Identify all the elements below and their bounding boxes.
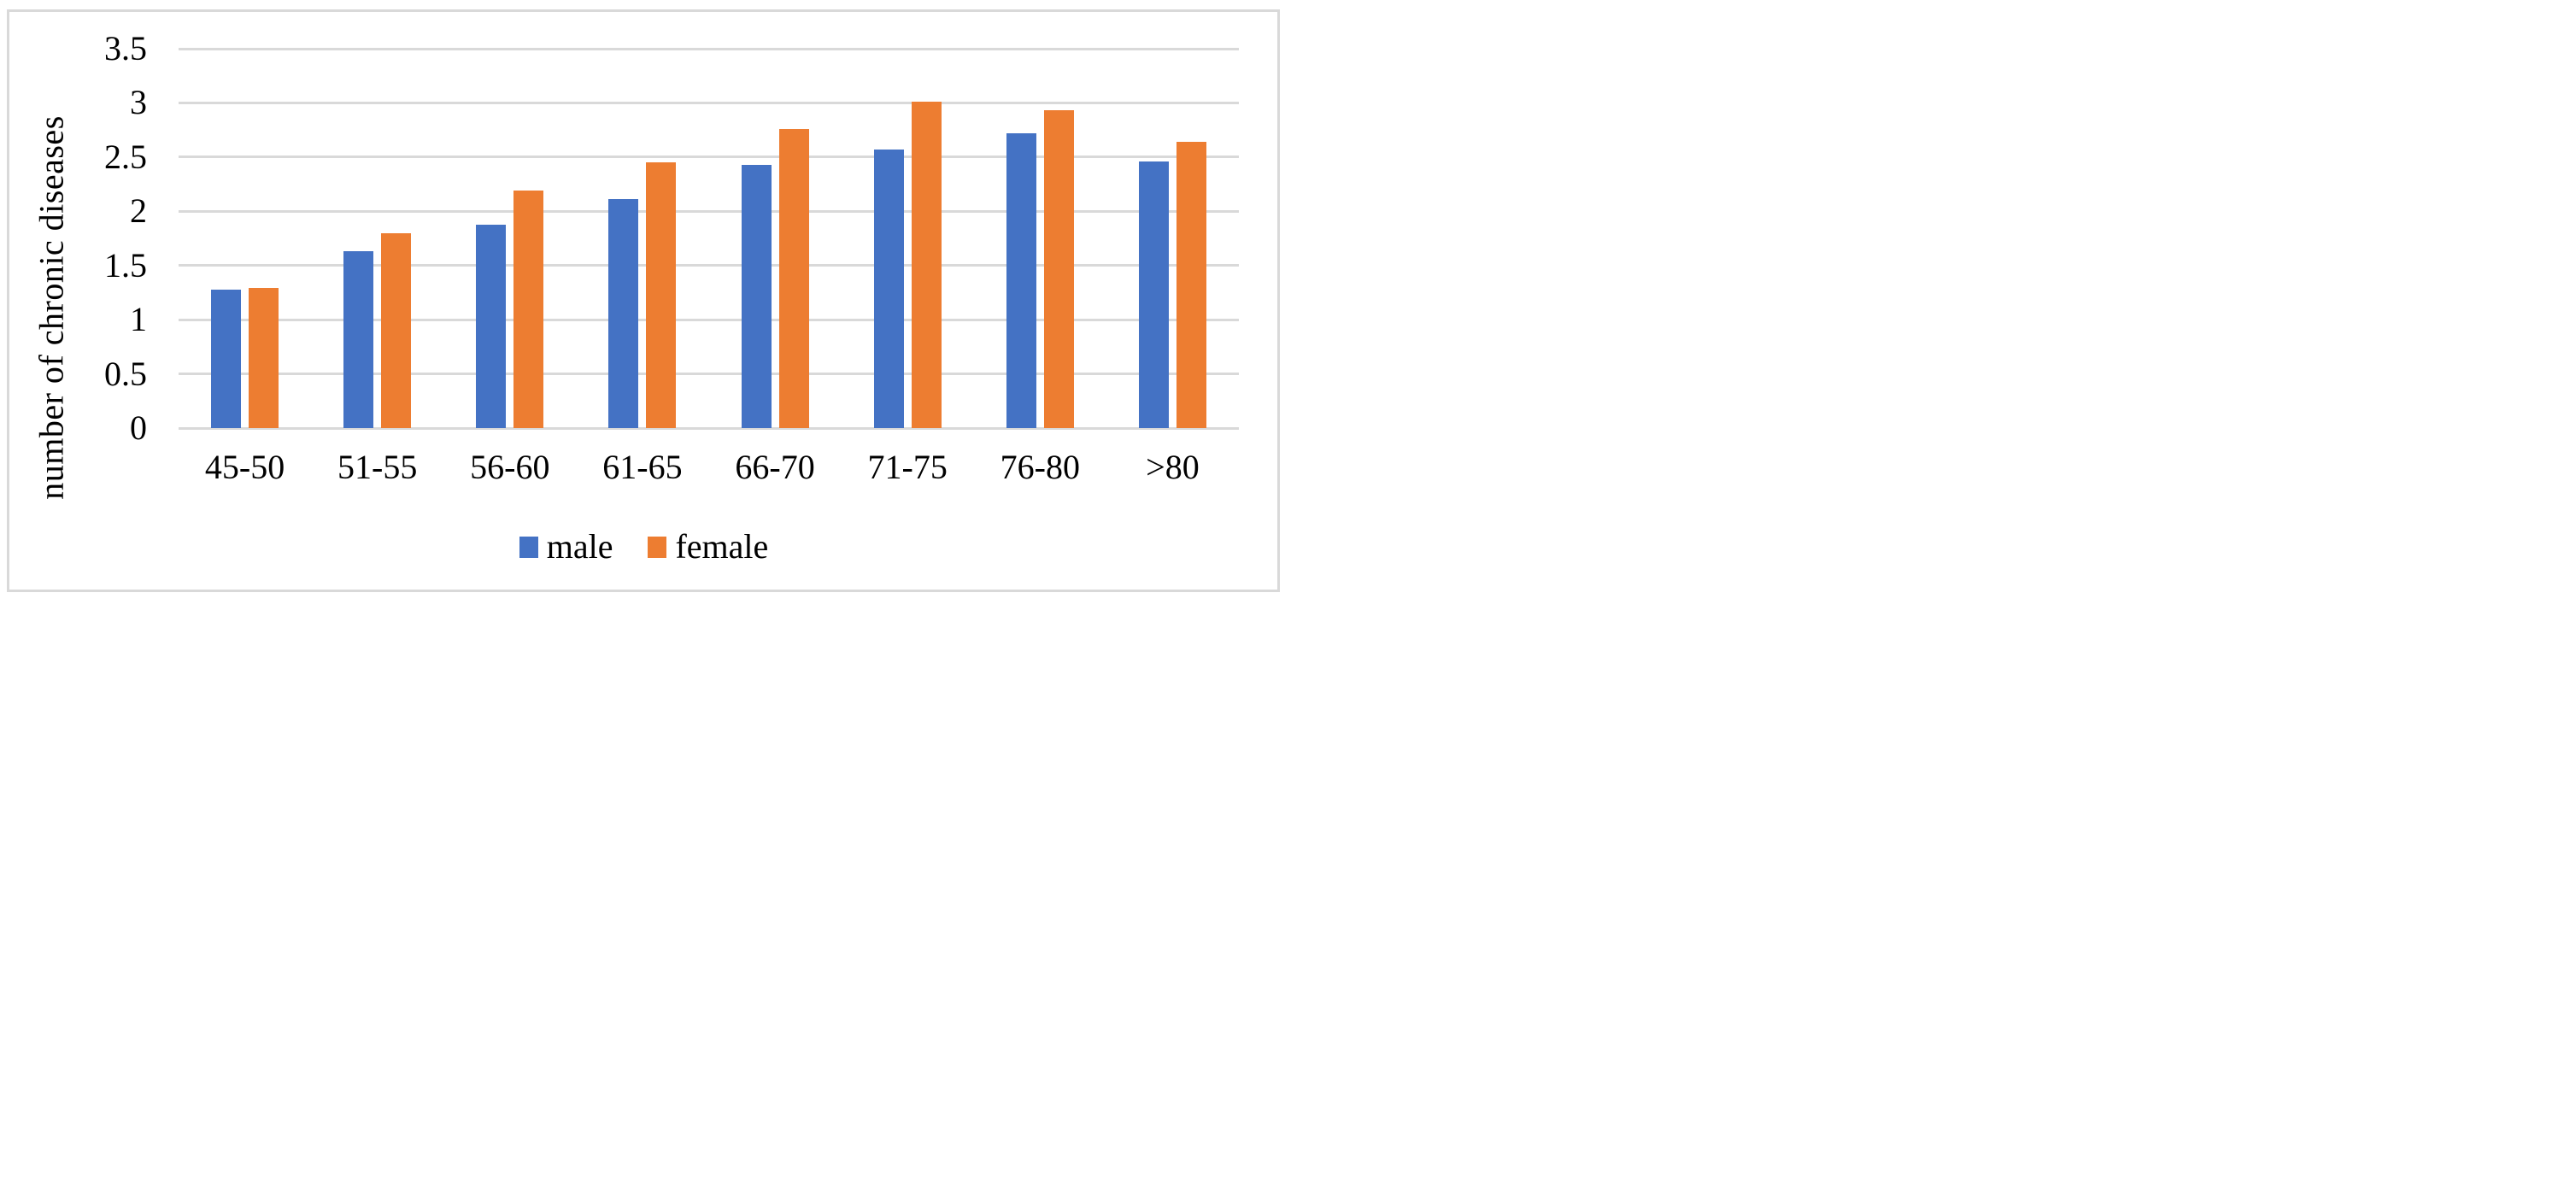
legend-label-male: male bbox=[546, 527, 613, 566]
plot-area bbox=[179, 47, 1239, 430]
bar-male-71-75 bbox=[873, 149, 904, 428]
bar-male-45-50 bbox=[211, 289, 242, 428]
bar-female-76-80 bbox=[1043, 110, 1074, 428]
bar-group-56-60 bbox=[443, 49, 576, 428]
x-tick-label->80: >80 bbox=[1146, 448, 1200, 486]
bar-pair-61-65 bbox=[576, 49, 708, 428]
x-tick-label-51-55: 51-55 bbox=[337, 448, 418, 486]
gridline-3.5 bbox=[179, 47, 1239, 50]
bar-pair-71-75 bbox=[842, 49, 974, 428]
x-tick-label-61-65: 61-65 bbox=[602, 448, 683, 486]
male-series-swatch bbox=[519, 536, 538, 558]
gridline-0 bbox=[179, 426, 1239, 430]
y-tick-label-3.5: 3.5 bbox=[104, 29, 147, 67]
bar-pair-45-50 bbox=[179, 49, 311, 428]
x-tick-label-66-70: 66-70 bbox=[735, 448, 815, 486]
gridline-3 bbox=[179, 101, 1239, 104]
legend-item-male: male bbox=[519, 528, 613, 566]
x-tick-label-76-80: 76-80 bbox=[1000, 448, 1080, 486]
female-series-swatch bbox=[648, 536, 667, 558]
bar-male->80 bbox=[1138, 161, 1169, 428]
bar-female-71-75 bbox=[911, 102, 942, 428]
x-tick-label-71-75: 71-75 bbox=[867, 448, 948, 486]
bar-pair-56-60 bbox=[443, 49, 576, 428]
bar-group-71-75 bbox=[842, 49, 974, 428]
bar-group->80 bbox=[1106, 49, 1239, 428]
bar-female->80 bbox=[1176, 142, 1206, 428]
bar-pair->80 bbox=[1106, 49, 1239, 428]
bar-slots bbox=[179, 49, 1239, 428]
x-tick-label-56-60: 56-60 bbox=[470, 448, 550, 486]
gridline-0.5 bbox=[179, 373, 1239, 376]
bar-female-66-70 bbox=[778, 128, 809, 428]
bar-male-51-55 bbox=[343, 251, 374, 428]
bar-group-61-65 bbox=[576, 49, 708, 428]
y-tick-label-0.5: 0.5 bbox=[104, 354, 147, 393]
x-axis-tick-labels: 45-50 51-55 56-60 61-65 66-70 71-75 76-80 >80 bbox=[179, 444, 1239, 490]
gridline-1.5 bbox=[179, 264, 1239, 267]
y-tick-label-3: 3 bbox=[130, 83, 147, 122]
legend: male female bbox=[0, 528, 1288, 566]
x-tick-label-45-50: 45-50 bbox=[204, 448, 285, 486]
y-tick-label-1.5: 1.5 bbox=[104, 245, 147, 285]
bar-group-45-50 bbox=[179, 49, 311, 428]
gridline-1 bbox=[179, 318, 1239, 321]
bar-female-56-60 bbox=[513, 191, 544, 428]
bar-group-51-55 bbox=[311, 49, 443, 428]
bar-male-56-60 bbox=[476, 224, 507, 428]
y-axis-tick-labels: 0 0.5 1 1.5 2 2.5 3 3.5 bbox=[0, 32, 147, 445]
legend-item-female: female bbox=[648, 528, 768, 566]
bar-group-66-70 bbox=[709, 49, 842, 428]
bar-group-76-80 bbox=[974, 49, 1106, 428]
bar-female-45-50 bbox=[249, 288, 279, 428]
legend-label-female: female bbox=[675, 527, 769, 566]
y-tick-label-2.5: 2.5 bbox=[104, 137, 147, 176]
bar-female-61-65 bbox=[646, 162, 677, 428]
y-tick-label-1: 1 bbox=[130, 300, 147, 339]
bar-male-61-65 bbox=[608, 199, 639, 428]
bar-pair-76-80 bbox=[974, 49, 1106, 428]
bar-female-51-55 bbox=[381, 232, 412, 428]
y-tick-label-0: 0 bbox=[130, 408, 147, 447]
bar-male-66-70 bbox=[741, 164, 772, 428]
bar-pair-51-55 bbox=[311, 49, 443, 428]
y-tick-label-2: 2 bbox=[130, 191, 147, 231]
gridline-2.5 bbox=[179, 156, 1239, 159]
gridline-2 bbox=[179, 209, 1239, 213]
bar-pair-66-70 bbox=[709, 49, 842, 428]
bar-male-76-80 bbox=[1006, 132, 1036, 428]
